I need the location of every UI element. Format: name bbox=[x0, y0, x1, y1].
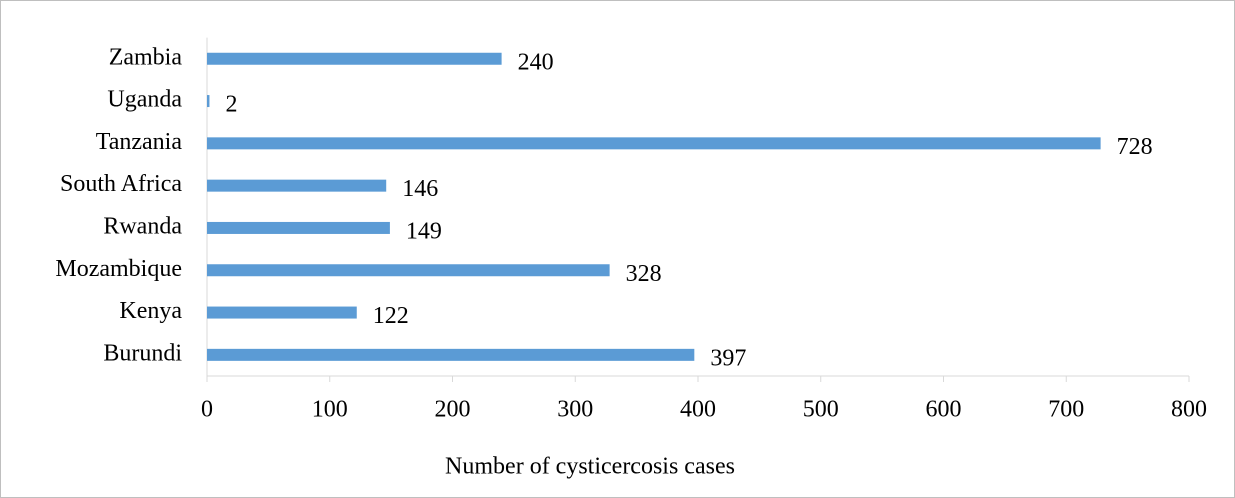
data-label: 149 bbox=[406, 218, 442, 244]
bar bbox=[207, 264, 610, 277]
y-tick-label: Rwanda bbox=[103, 213, 182, 239]
x-axis-title: Number of cysticercosis cases bbox=[445, 454, 735, 480]
data-label: 146 bbox=[402, 176, 438, 202]
bar bbox=[207, 306, 357, 319]
bar bbox=[207, 179, 387, 192]
bar bbox=[207, 137, 1101, 150]
data-label: 728 bbox=[1117, 134, 1153, 160]
x-tick-label: 200 bbox=[435, 397, 471, 423]
bar bbox=[207, 348, 695, 361]
x-tick-label: 500 bbox=[803, 397, 839, 423]
x-tick-label: 800 bbox=[1171, 397, 1207, 423]
bar bbox=[207, 52, 502, 65]
y-tick-label: South Africa bbox=[60, 171, 182, 197]
x-tick-label: 300 bbox=[557, 397, 593, 423]
x-tick-label: 600 bbox=[926, 397, 962, 423]
x-tick-label: 700 bbox=[1048, 397, 1084, 423]
data-label: 122 bbox=[373, 303, 409, 329]
x-tick-label: 400 bbox=[680, 397, 716, 423]
y-tick-label: Zambia bbox=[109, 44, 183, 70]
bar bbox=[207, 95, 210, 108]
y-tick-label: Tanzania bbox=[96, 129, 183, 155]
y-tick-label: Mozambique bbox=[55, 256, 182, 282]
x-tick-label: 100 bbox=[312, 397, 348, 423]
data-label: 240 bbox=[518, 49, 554, 75]
data-label: 2 bbox=[225, 92, 237, 118]
y-tick-label: Uganda bbox=[107, 87, 182, 113]
data-label: 397 bbox=[710, 345, 746, 371]
x-tick-label: 0 bbox=[201, 397, 213, 423]
y-tick-label: Burundi bbox=[103, 340, 182, 366]
bar bbox=[207, 221, 390, 234]
data-label: 328 bbox=[626, 261, 662, 287]
y-tick-label: Kenya bbox=[119, 298, 182, 324]
